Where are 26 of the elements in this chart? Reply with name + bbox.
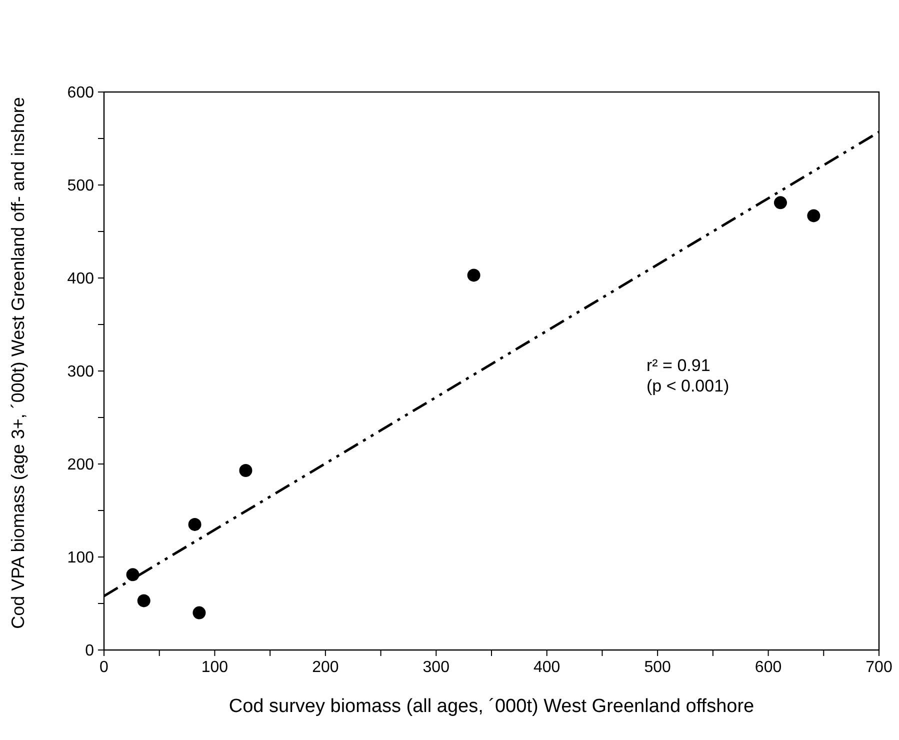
point — [467, 268, 480, 282]
y-tick-label: 200 — [67, 456, 94, 474]
y-tick-label: 400 — [67, 270, 94, 288]
x-tick-label: 200 — [312, 659, 339, 676]
annotation: r² = 0.91 (p < 0.001) — [646, 356, 730, 396]
x-tick-label: 300 — [422, 659, 450, 676]
point — [126, 568, 140, 582]
point — [192, 606, 206, 620]
x-tick-label: 500 — [644, 659, 672, 676]
x-tick-label: 600 — [754, 659, 782, 676]
point — [807, 209, 820, 222]
point — [774, 196, 787, 210]
y-tick-label: 300 — [67, 364, 94, 381]
x-tick-label: 700 — [866, 659, 892, 676]
point — [239, 464, 252, 478]
x-tick-label: 0 — [100, 659, 109, 676]
y-tick-label: 100 — [67, 550, 94, 567]
x-tick-label: 100 — [201, 659, 228, 676]
y-tick-label: 600 — [67, 84, 94, 102]
x-tick-label: 400 — [534, 659, 560, 676]
point — [188, 518, 202, 531]
y-tick-label: 500 — [67, 178, 94, 195]
x-axis-title: Cod survey biomass (all ages, ´000t) West Greenland offshore — [228, 696, 754, 717]
y-tick-label: 0 — [85, 642, 94, 660]
point — [137, 594, 150, 608]
y-axis-title: Cod VPA biomass (age 3+, ´000t) West Greenland off- and inshore — [8, 97, 28, 629]
